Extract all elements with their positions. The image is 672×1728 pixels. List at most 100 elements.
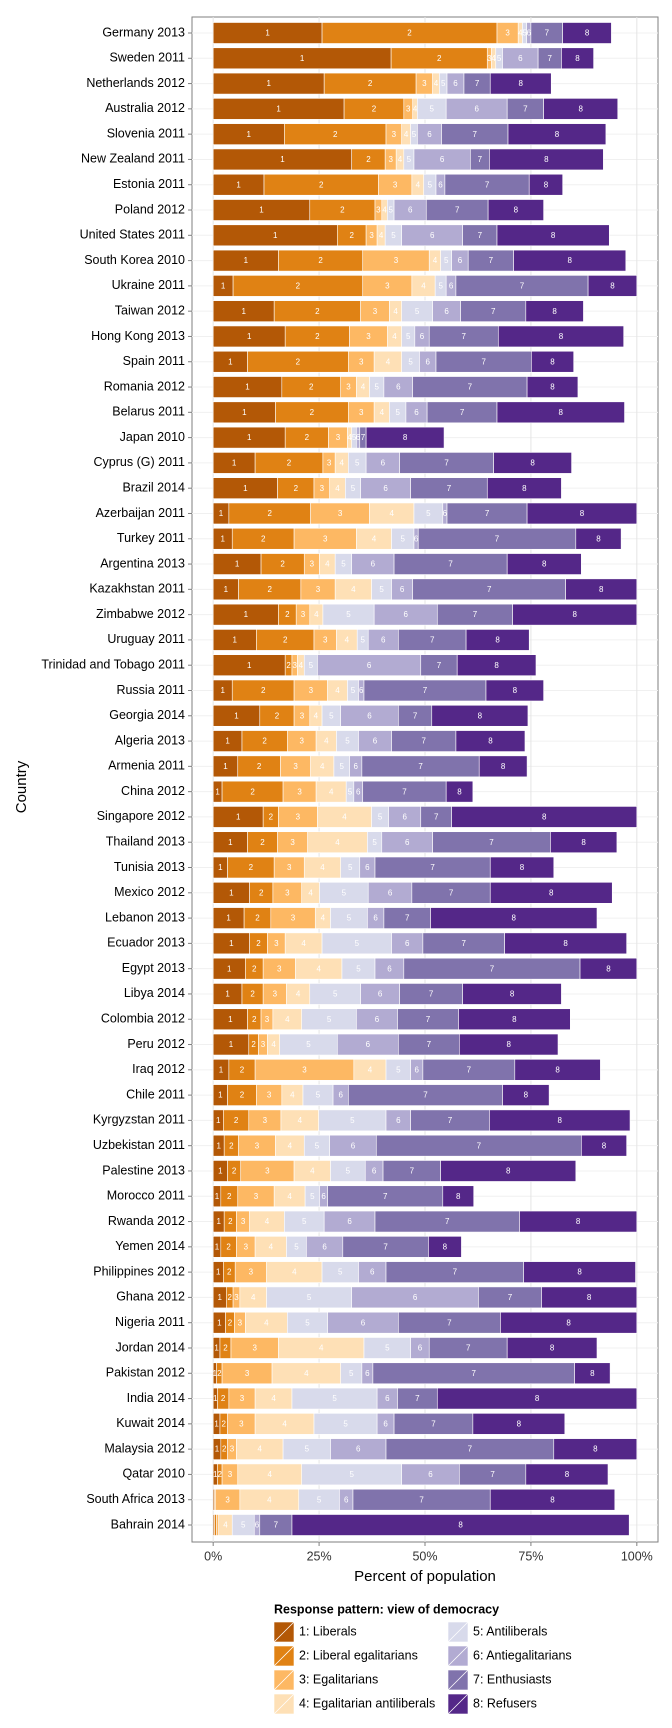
segment-label: 8	[514, 206, 519, 215]
segment-label: 1	[276, 104, 281, 113]
segment-label: 8	[542, 813, 547, 822]
segment-label: 7	[274, 1521, 279, 1530]
segment-label: 7	[410, 1167, 415, 1176]
segment-label: 3	[291, 914, 296, 923]
segment-label: 8	[573, 610, 578, 619]
legend-label: 3: Egalitarians	[299, 1672, 378, 1686]
segment-label: 1	[232, 459, 237, 468]
segment-label: 4	[258, 1445, 263, 1454]
segment-label: 2	[228, 1318, 233, 1327]
segment-label: 8	[512, 1015, 517, 1024]
segment-label: 3	[255, 1141, 260, 1150]
bar-segment	[465, 629, 530, 651]
segment-label: 2	[249, 863, 254, 872]
segment-label: 1	[244, 256, 249, 265]
segment-label: 4	[314, 711, 319, 720]
segment-label: 8	[403, 433, 408, 442]
segment-label: 4	[335, 838, 340, 847]
legend-label: 5: Antiliberals	[473, 1624, 547, 1638]
segment-label: 1	[265, 29, 270, 38]
segment-label: 3	[239, 1419, 244, 1428]
segment-label: 7	[383, 1192, 388, 1201]
segment-label: 2	[283, 636, 288, 645]
segment-label: 7	[415, 1394, 420, 1403]
segment-label: 6	[405, 939, 410, 948]
segment-label: 7	[462, 332, 467, 341]
y-tick-label: Uruguay 2011	[107, 632, 185, 646]
segment-label: 8	[585, 29, 590, 38]
segment-label: 5	[310, 1192, 315, 1201]
segment-label: 7	[418, 762, 423, 771]
segment-label: 2	[407, 29, 412, 38]
segment-label: 6	[428, 1470, 433, 1479]
segment-label: 3	[376, 206, 381, 215]
segment-label: 2	[227, 1192, 232, 1201]
segment-label: 2	[240, 1091, 245, 1100]
segment-label: 5	[338, 1268, 343, 1277]
segment-label: 1	[243, 484, 248, 493]
segment-label: 5	[340, 762, 345, 771]
bar-segment	[500, 1311, 638, 1334]
segment-label: 2	[269, 813, 274, 822]
segment-label: 2	[229, 1141, 234, 1150]
bar-segment	[430, 907, 598, 929]
y-axis-title: Country	[13, 760, 30, 813]
segment-label: 5	[522, 29, 527, 38]
segment-label: 6	[375, 1015, 380, 1024]
segment-label: 3	[261, 1040, 266, 1049]
segment-label: 4	[287, 1192, 292, 1201]
segment-label: 7	[523, 104, 528, 113]
segment-label: 7	[473, 130, 478, 139]
segment-label: 6	[373, 914, 378, 923]
segment-label: 2	[287, 459, 292, 468]
segment-label: 5	[430, 104, 435, 113]
segment-label: 8	[456, 1192, 461, 1201]
segment-label: 3	[241, 1217, 246, 1226]
segment-label: 1	[280, 155, 285, 164]
segment-label: 4	[368, 1065, 373, 1074]
segment-label: 2	[232, 1167, 237, 1176]
legend-title: Response pattern: view of democracy	[274, 1602, 499, 1616]
bar-segment	[581, 1134, 627, 1157]
segment-label: 8	[549, 888, 554, 897]
y-tick-label: Chile 2011	[126, 1087, 185, 1101]
segment-label: 8	[542, 560, 547, 569]
bar-segment	[436, 1387, 638, 1410]
bar-segment	[489, 72, 552, 95]
segment-label: 6	[366, 1040, 371, 1049]
segment-label: 8	[510, 990, 515, 999]
segment-label: 3	[254, 1192, 259, 1201]
segment-label: 3	[297, 787, 302, 796]
segment-label: 1	[215, 787, 220, 796]
segment-label: 5	[347, 914, 352, 923]
segment-label: 1	[214, 1419, 219, 1428]
bar-segment	[365, 426, 445, 449]
y-tick-label: South Korea 2010	[84, 253, 185, 267]
y-tick-label: Jordan 2014	[115, 1340, 185, 1354]
bar-segment	[523, 1261, 636, 1283]
segment-label: 2	[222, 1419, 227, 1428]
segment-label: 6	[365, 863, 370, 872]
segment-label: 5	[356, 964, 361, 973]
y-tick-label: Trinidad and Tobago 2011	[41, 658, 185, 672]
segment-label: 2	[366, 155, 371, 164]
segment-label: 3	[505, 29, 510, 38]
legend-key-slash	[273, 1669, 295, 1691]
segment-label: 3	[265, 1015, 270, 1024]
segment-label: 5	[348, 863, 353, 872]
legend-key-slash	[447, 1669, 469, 1691]
segment-label: 7	[468, 1445, 473, 1454]
segment-label: 8	[495, 636, 500, 645]
segment-label: 6	[453, 79, 458, 88]
segment-label: 2	[226, 1242, 231, 1251]
segment-label: 1	[259, 206, 264, 215]
segment-label: 7	[473, 610, 478, 619]
legend-key-slash	[447, 1645, 469, 1667]
segment-label: 6	[373, 737, 378, 746]
segment-label: 1	[227, 964, 232, 973]
legend-label: 7: Enthusiasts	[473, 1672, 552, 1686]
segment-label: 4	[351, 585, 356, 594]
bar-segment	[451, 806, 638, 828]
segment-label: 5	[316, 1091, 321, 1100]
bar-segment	[512, 603, 638, 626]
